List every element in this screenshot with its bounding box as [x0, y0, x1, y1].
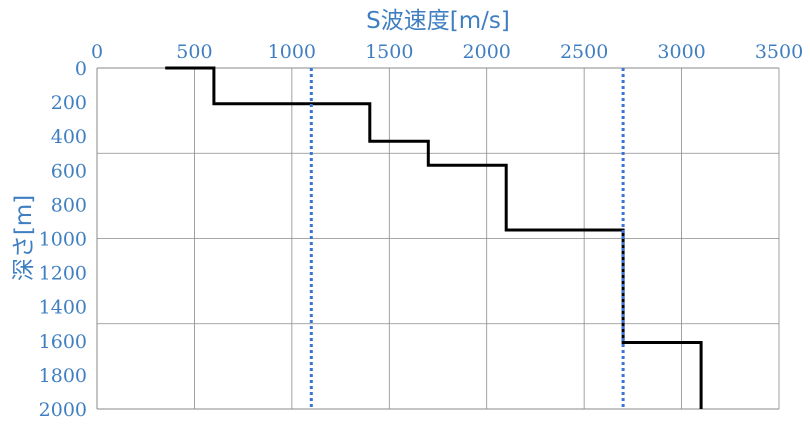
velocity-profile-line — [165, 66, 703, 409]
y-tick-label: 600 — [51, 160, 87, 182]
tick-labels: 0 500 1000 1500 2000 2500 3000 3500 0 200 400 600 80… — [39, 41, 804, 421]
chart-title: S波速度[m/s] — [366, 8, 510, 34]
x-tick-label: 3000 — [657, 41, 705, 63]
y-tick-label: 1600 — [39, 331, 87, 353]
y-tick-label: 800 — [51, 194, 87, 216]
y-tick-label: 1800 — [39, 365, 87, 387]
x-tick-label: 1500 — [365, 41, 413, 63]
x-tick-label: 0 — [91, 41, 103, 63]
y-tick-label: 200 — [51, 92, 87, 114]
y-tick-label: 1000 — [39, 229, 87, 251]
y-tick-label: 0 — [75, 58, 87, 80]
x-tick-label: 2000 — [463, 41, 511, 63]
y-axis-label: 深さ[m] — [11, 195, 37, 281]
y-tick-label: 400 — [51, 126, 87, 148]
x-tick-label: 1000 — [268, 41, 316, 63]
x-tick-label: 3500 — [755, 41, 803, 63]
y-tick-label: 1200 — [39, 263, 87, 285]
x-tick-label: 500 — [176, 41, 212, 63]
y-tick-label: 2000 — [39, 399, 87, 421]
x-tick-label: 2500 — [560, 41, 608, 63]
series-group — [165, 66, 703, 409]
y-tick-label: 1400 — [39, 297, 87, 319]
